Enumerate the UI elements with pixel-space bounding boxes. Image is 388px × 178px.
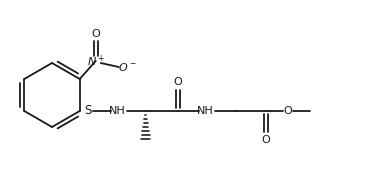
Text: O: O [91, 29, 100, 39]
Text: $N^+$: $N^+$ [87, 53, 105, 69]
Text: NH: NH [109, 106, 126, 116]
Text: O: O [262, 135, 270, 145]
Text: O: O [173, 77, 182, 87]
Text: $O^-$: $O^-$ [118, 61, 137, 73]
Text: S: S [84, 104, 92, 117]
Text: NH: NH [197, 106, 214, 116]
Text: O: O [283, 106, 292, 116]
